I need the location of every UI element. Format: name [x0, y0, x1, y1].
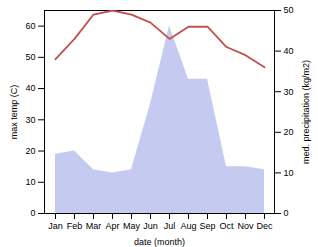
- svg-text:med. precipitation (kg/m2): med. precipitation (kg/m2): [301, 60, 311, 164]
- svg-text:0: 0: [284, 208, 289, 218]
- svg-text:30: 30: [25, 115, 35, 125]
- svg-text:10: 10: [25, 177, 35, 187]
- svg-text:Oct: Oct: [219, 221, 234, 231]
- svg-text:60: 60: [25, 21, 35, 31]
- svg-text:0: 0: [30, 208, 35, 218]
- svg-text:Sep: Sep: [199, 221, 215, 231]
- svg-text:Apr: Apr: [105, 221, 119, 231]
- svg-text:May: May: [123, 221, 141, 231]
- svg-text:40: 40: [25, 83, 35, 93]
- svg-text:20: 20: [284, 127, 294, 137]
- svg-text:20: 20: [25, 146, 35, 156]
- svg-text:Jan: Jan: [48, 221, 63, 231]
- svg-text:Dec: Dec: [256, 221, 273, 231]
- svg-text:max temp (C): max temp (C): [9, 85, 19, 140]
- svg-text:Aug: Aug: [180, 221, 196, 231]
- svg-text:Jul: Jul: [164, 221, 176, 231]
- svg-text:30: 30: [284, 87, 294, 97]
- svg-text:40: 40: [284, 46, 294, 56]
- svg-text:10: 10: [284, 168, 294, 178]
- svg-text:Nov: Nov: [237, 221, 254, 231]
- svg-text:Jun: Jun: [143, 221, 158, 231]
- svg-text:Mar: Mar: [86, 221, 102, 231]
- svg-text:50: 50: [25, 52, 35, 62]
- svg-text:date (month): date (month): [134, 237, 185, 247]
- svg-text:50: 50: [284, 5, 294, 15]
- svg-text:Feb: Feb: [67, 221, 83, 231]
